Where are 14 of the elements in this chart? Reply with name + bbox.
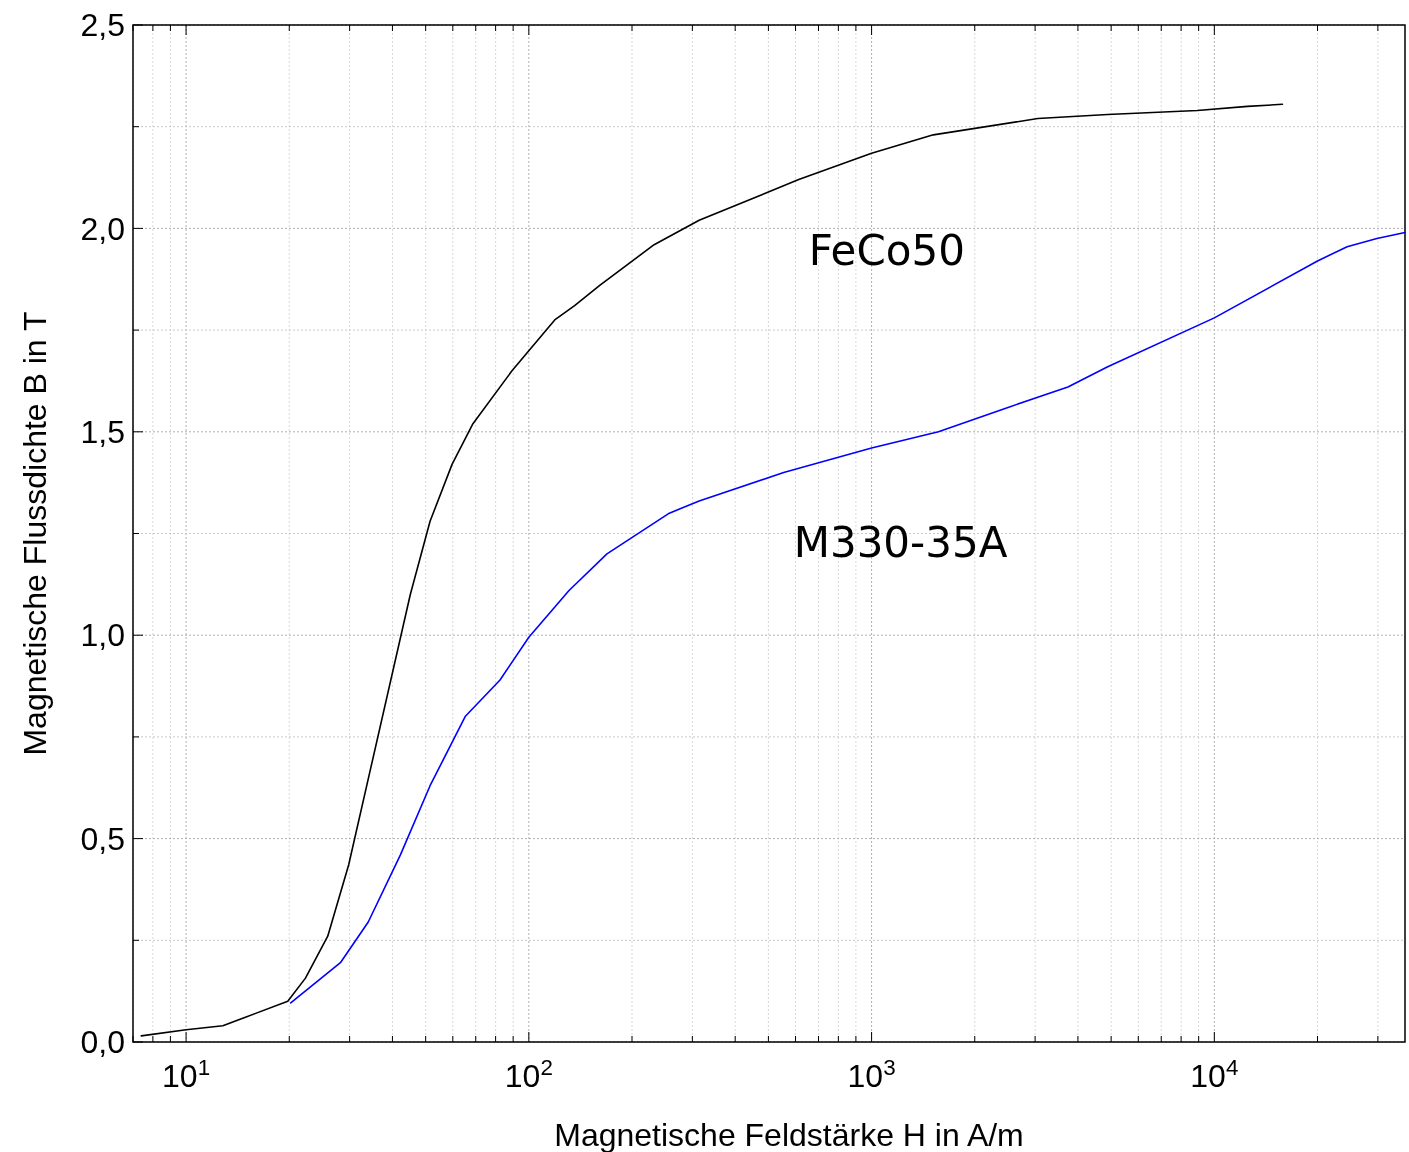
y-tick-label: 1,0 xyxy=(80,617,125,654)
y-tick-label: 1,5 xyxy=(80,414,125,450)
series-label: M330-35A xyxy=(793,518,1008,568)
x-tick-label: 10$^{3}$ xyxy=(847,1054,896,1094)
x-axis-title: Magnetische Feldstärke H in A/m xyxy=(554,1117,1024,1152)
y-tick-label: 2,0 xyxy=(80,210,125,247)
x-tick-label: 10$^{4}$ xyxy=(1190,1054,1239,1094)
y-axis-title: Magnetische Flussdichte B in T xyxy=(17,311,53,756)
x-tick-label: 10$^{2}$ xyxy=(504,1054,553,1094)
y-tick-label: 0,0 xyxy=(80,1024,125,1061)
y-tick-label: 2,5 xyxy=(80,7,125,44)
series-label: FeCo50 xyxy=(808,225,965,275)
y-tick-label: 0,5 xyxy=(80,820,125,857)
x-tick-label: 10$^{1}$ xyxy=(162,1054,211,1094)
